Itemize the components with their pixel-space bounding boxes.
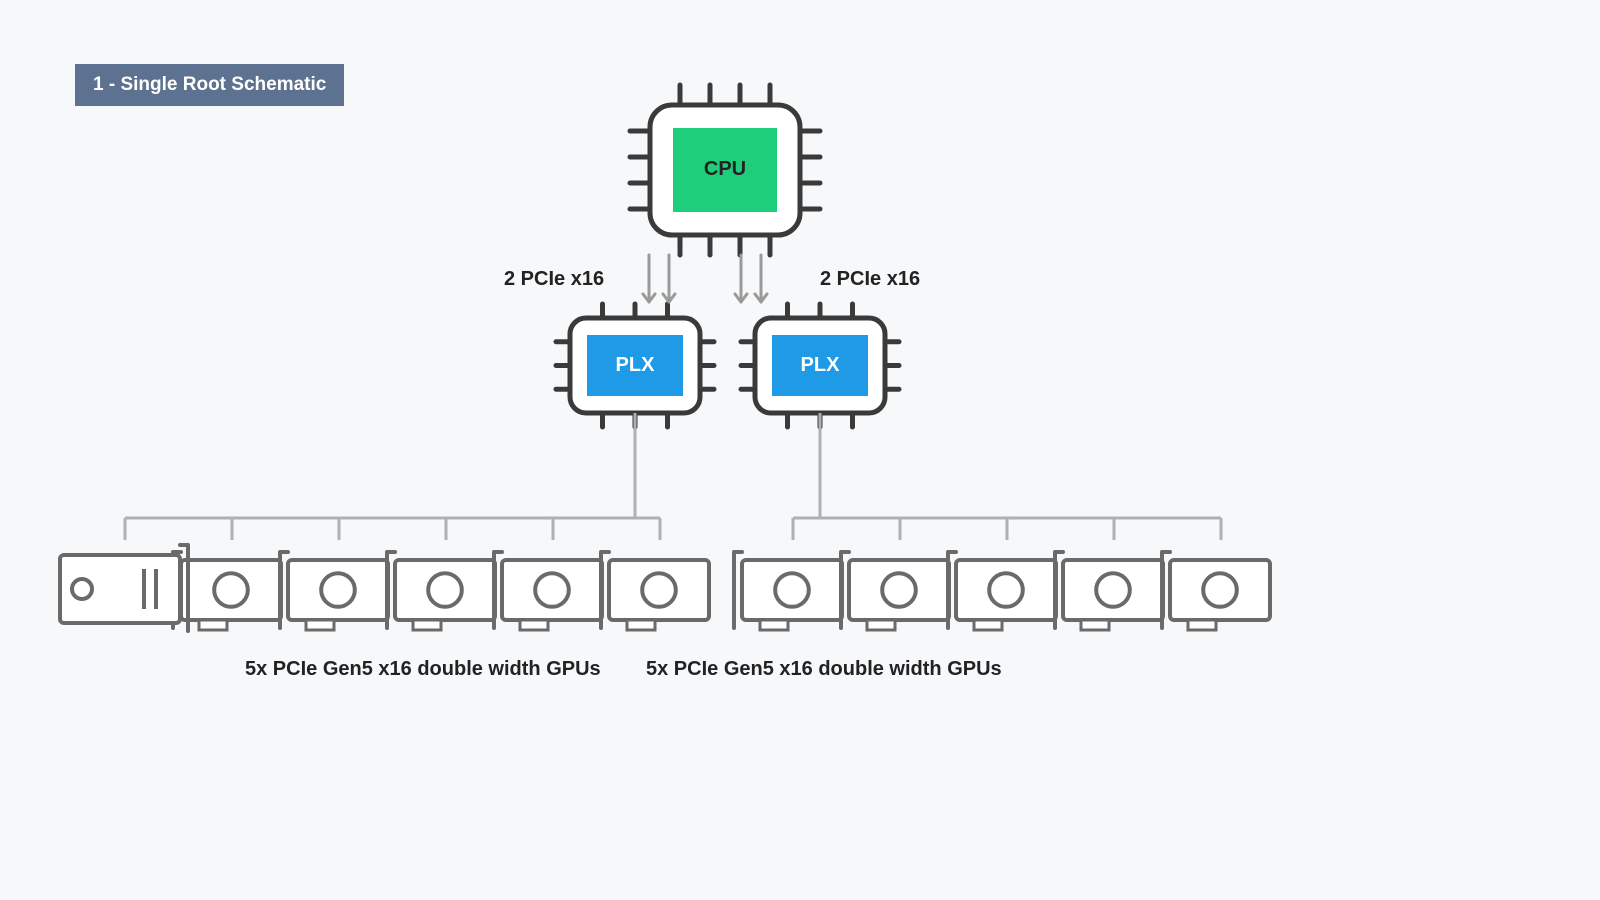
- plx-label-0: PLX: [587, 354, 683, 377]
- link-label-right: 2 PCIe x16: [820, 268, 920, 291]
- cpu-label: CPU: [673, 158, 777, 181]
- gpu-group-label-right: 5x PCIe Gen5 x16 double width GPUs: [646, 658, 1002, 681]
- plx-label-1: PLX: [772, 354, 868, 377]
- link-label-left: 2 PCIe x16: [504, 268, 604, 291]
- gpu-group-label-left: 5x PCIe Gen5 x16 double width GPUs: [245, 658, 601, 681]
- schematic-svg: [0, 0, 1600, 900]
